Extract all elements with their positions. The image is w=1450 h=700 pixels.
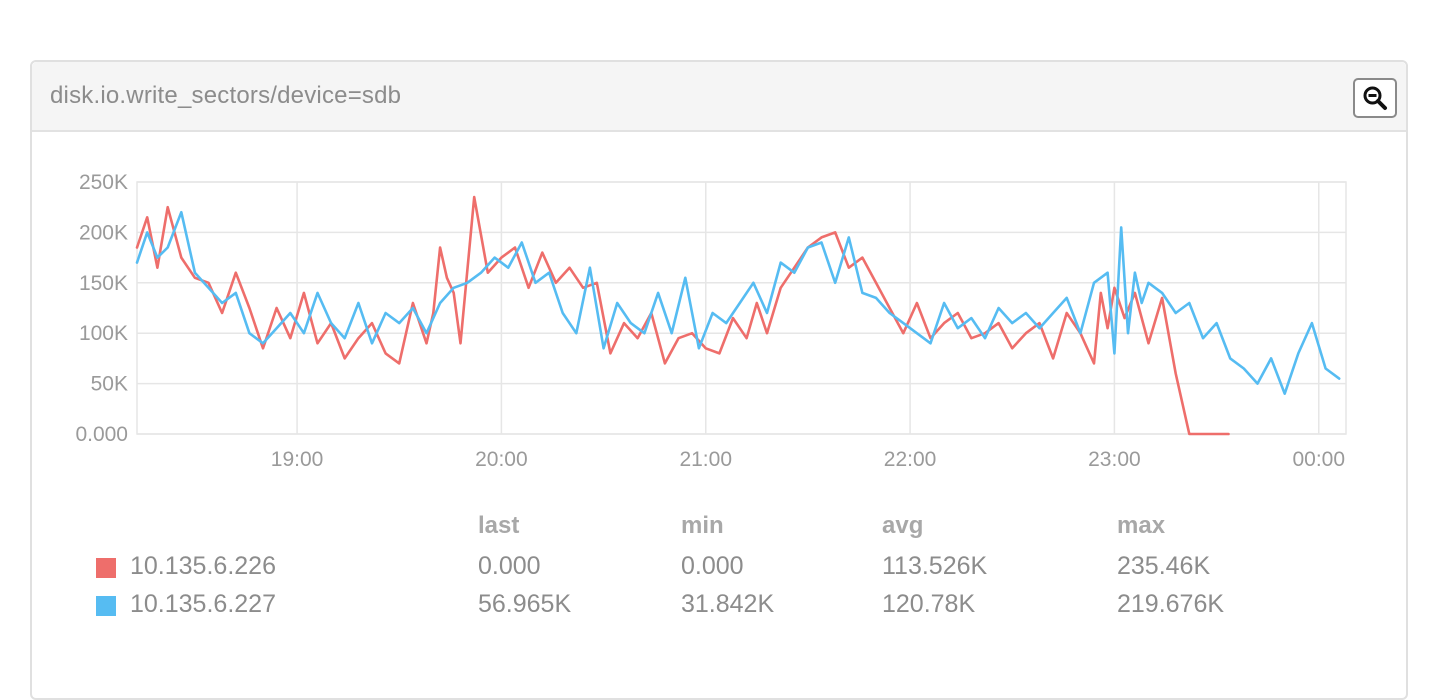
series-swatch <box>96 558 116 578</box>
zoom-out-icon <box>1363 86 1387 110</box>
x-tick-label: 23:00 <box>1088 448 1141 471</box>
series-line-1 <box>135 195 1230 436</box>
stat-max: 219.676K <box>1117 590 1225 618</box>
stat-last: 56.965K <box>478 590 572 618</box>
y-tick-label: 0.000 <box>75 423 128 446</box>
x-tick-label: 19:00 <box>271 448 324 471</box>
stat-avg: 120.78K <box>882 590 976 618</box>
stat-header-max: max <box>1117 512 1166 539</box>
y-tick-label: 50K <box>91 373 128 396</box>
line-chart: 0.000 50K 100K 150K 200K 250K 19:00 20:00 21:00 2… <box>75 171 1347 471</box>
x-tick-label: 20:00 <box>475 448 528 471</box>
stat-min: 31.842K <box>681 590 775 618</box>
stat-min: 0.000 <box>681 552 744 580</box>
legend-row[interactable]: 10.135.6.227 56.965K 31.842K 120.78K 219… <box>0 590 1450 624</box>
zoom-out-button[interactable] <box>1353 78 1397 118</box>
stat-header-avg: avg <box>882 512 924 539</box>
series-name: 10.135.6.226 <box>130 552 276 580</box>
y-tick-label: 250K <box>79 171 128 194</box>
y-tick-label: 100K <box>79 322 128 345</box>
stat-header-last: last <box>478 512 520 539</box>
x-tick-label: 00:00 <box>1292 448 1345 471</box>
y-tick-label: 200K <box>79 221 128 244</box>
x-tick-label: 21:00 <box>679 448 732 471</box>
stat-avg: 113.526K <box>882 552 988 580</box>
series-name: 10.135.6.227 <box>130 590 276 618</box>
legend-row[interactable]: 10.135.6.226 0.000 0.000 113.526K 235.46… <box>0 552 1450 586</box>
stat-max: 235.46K <box>1117 552 1211 580</box>
y-tick-label: 150K <box>79 272 128 295</box>
panel-title: disk.io.write_sectors/device=sdb <box>50 82 402 109</box>
stat-last: 0.000 <box>478 552 541 580</box>
series-swatch <box>96 596 116 616</box>
panel-header: disk.io.write_sectors/device=sdb <box>32 62 1406 132</box>
series-line-2 <box>135 210 1341 395</box>
stat-header-min: min <box>681 512 724 539</box>
x-tick-label: 22:00 <box>884 448 937 471</box>
